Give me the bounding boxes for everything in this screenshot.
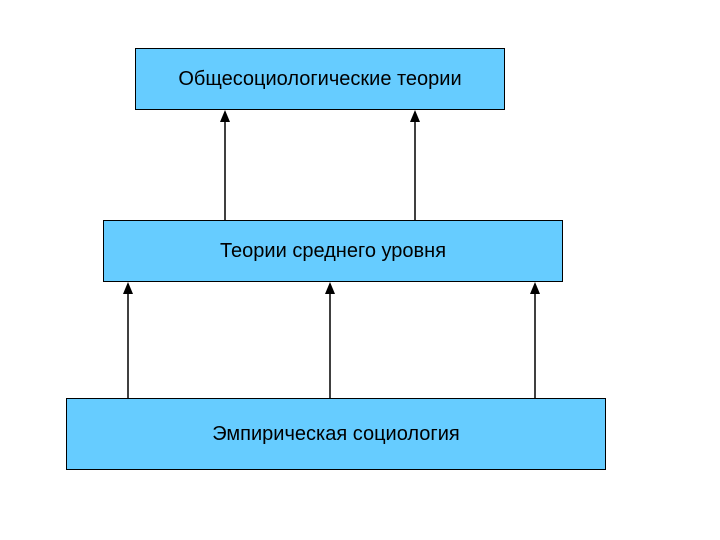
box-label-top: Общесоциологические теории <box>178 68 461 91</box>
box-bottom: Эмпирическая социология <box>66 398 606 470</box>
box-middle: Теории среднего уровня <box>103 220 563 282</box>
arrow-0 <box>215 110 235 220</box>
box-top: Общесоциологические теории <box>135 48 505 110</box>
arrow-1 <box>405 110 425 220</box>
arrow-2 <box>118 282 138 398</box>
box-label-middle: Теории среднего уровня <box>220 240 446 263</box>
arrow-3 <box>320 282 340 398</box>
box-label-bottom: Эмпирическая социология <box>212 423 459 446</box>
arrow-4 <box>525 282 545 398</box>
